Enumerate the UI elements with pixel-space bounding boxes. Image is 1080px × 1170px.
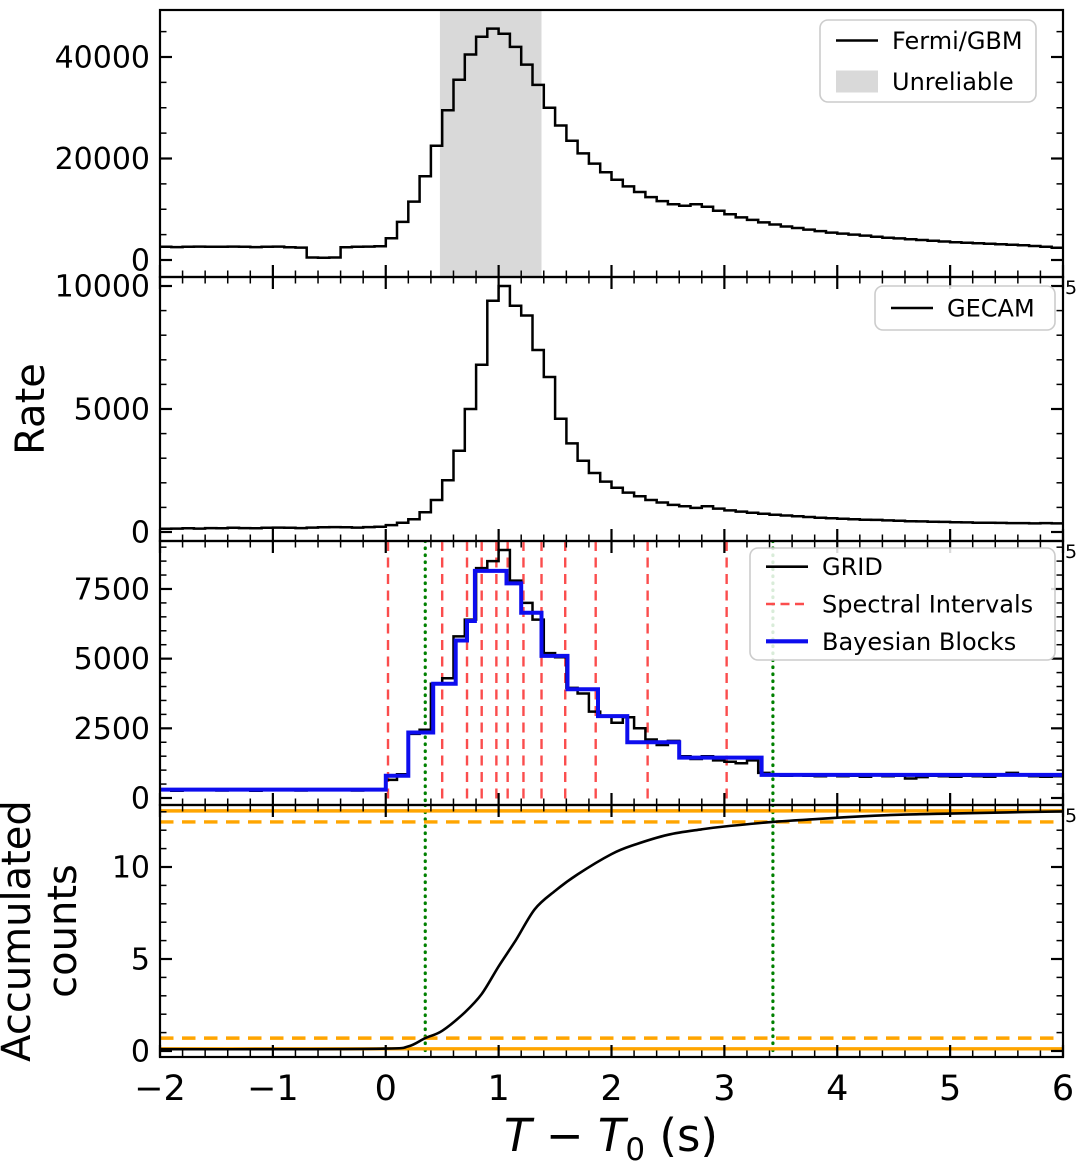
- legend-box: [749, 547, 1056, 661]
- unreliable-band: [439, 10, 542, 277]
- legend-label: Spectral Intervals: [822, 591, 1033, 619]
- legend-label: GECAM: [947, 295, 1035, 323]
- legend-panel-grid: GRID Spectral Intervals Bayesian Blocks: [749, 547, 1056, 661]
- y-axis-title-accumulated-line2: counts: [40, 864, 86, 998]
- x-tick-label: 5: [939, 1069, 961, 1109]
- legend-label: Bayesian Blocks: [822, 628, 1016, 656]
- x-tick-label: −2: [134, 1069, 186, 1109]
- axis-offset-glyph: 5: [1065, 541, 1077, 563]
- x-tick-label: 4: [826, 1069, 848, 1109]
- axis-offset-glyph: 5: [1065, 805, 1077, 827]
- accumulated-y-tick-label: 5: [131, 943, 150, 978]
- gecam-y-tick-label: 5000: [74, 393, 150, 428]
- grid-y-tick-label: 2500: [74, 712, 150, 747]
- ticks-panel-accumulated: [158, 805, 1065, 1057]
- accumulated-y-tick-label: 0: [131, 1035, 150, 1070]
- panel-fermi: [160, 10, 1063, 277]
- accumulated-y-tick-label: 10: [112, 851, 150, 886]
- x-tick-label: 1: [487, 1069, 509, 1109]
- y-axis-title-accumulated-line1: Accumulated: [0, 800, 40, 1062]
- legend-label: GRID: [822, 553, 883, 581]
- legend-box: [874, 285, 1056, 331]
- x-axis-title: T − T0 (s): [504, 1109, 718, 1165]
- gecam-histogram: [160, 284, 1063, 531]
- x-tick-label: 2: [600, 1069, 622, 1109]
- y-axis-title-rate: Rate: [8, 363, 54, 455]
- grid-y-tick-label: 5000: [74, 642, 150, 677]
- grid-y-tick-label: 0: [131, 782, 150, 817]
- ticks-panel-grid: [158, 541, 1065, 805]
- x-tick-label: −1: [247, 1069, 299, 1109]
- accumulated-curve: [160, 810, 1063, 1051]
- x-tick-label: 6: [1052, 1069, 1074, 1109]
- legend-swatch-patch: [836, 70, 878, 93]
- gecam-y-tick-label: 0: [131, 516, 150, 551]
- fermi-y-tick-label: 20000: [55, 142, 150, 177]
- legend-label: Fermi/GBM: [892, 27, 1023, 55]
- legend-panel-fermi: Fermi/GBM Unreliable: [819, 19, 1037, 103]
- legend-panel-gecam: GECAM: [874, 285, 1056, 331]
- axis-offset-glyph: 5: [1065, 277, 1077, 299]
- legend-label: Unreliable: [892, 68, 1014, 96]
- fermi-histogram: [160, 27, 1063, 259]
- x-tick-label: 0: [375, 1069, 397, 1109]
- panel-gecam: [160, 284, 1063, 531]
- fermi-y-tick-label: 40000: [55, 41, 150, 76]
- fermi-y-tick-label: 0: [131, 244, 150, 279]
- grid-y-tick-label: 7500: [74, 572, 150, 607]
- gecam-y-tick-label: 10000: [55, 270, 150, 305]
- bayesian-blocks-line: [160, 568, 1063, 792]
- x-tick-label: 3: [713, 1069, 735, 1109]
